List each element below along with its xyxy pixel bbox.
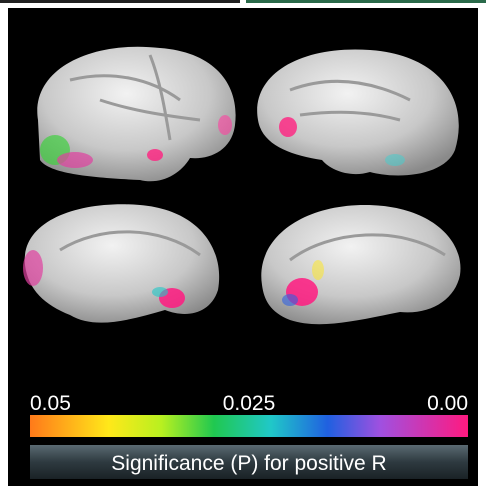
colorbar-tick-label: 0.025 <box>223 392 276 415</box>
colorbar <box>30 415 468 437</box>
colorbar-tick-label: 0.05 <box>30 392 71 415</box>
colorbar-label: Significance (P) for positive R <box>111 452 386 475</box>
colorbar-tick-label: 0.00 <box>427 392 468 415</box>
brain-left-medial <box>23 204 219 322</box>
figure: 0.05 0.025 0.00 Significance (P) for posit… <box>0 0 486 494</box>
top-rule <box>0 0 240 3</box>
top-rule <box>246 0 486 3</box>
